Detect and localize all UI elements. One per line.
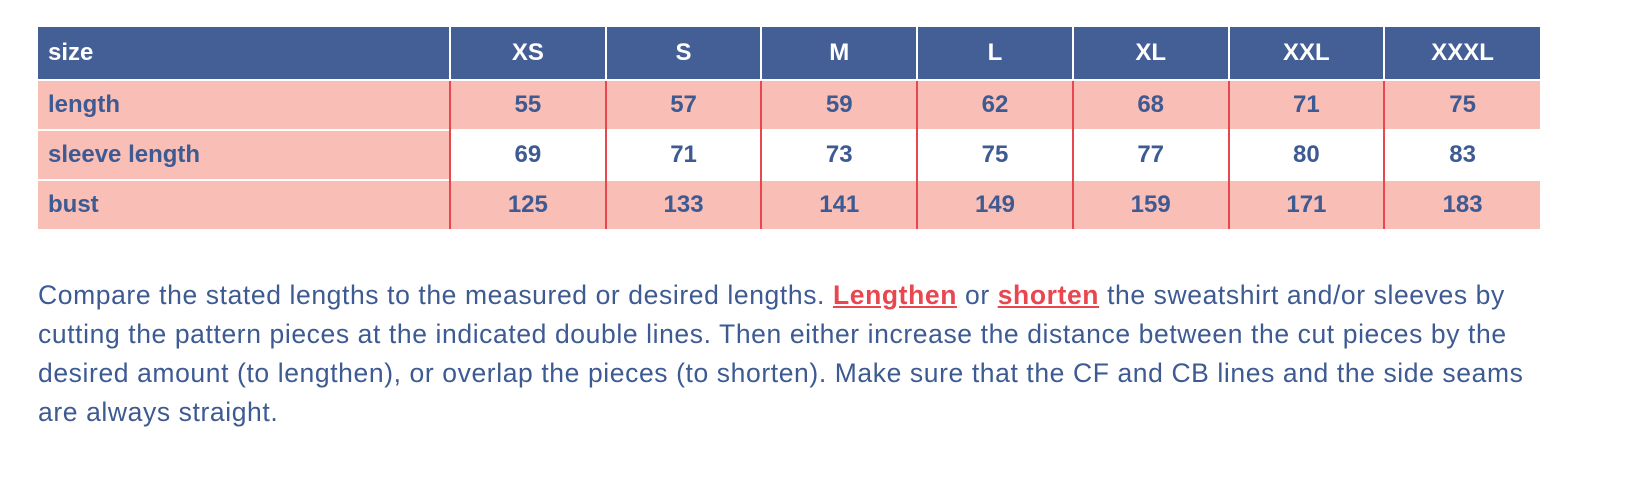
value-cell: 77 <box>1071 129 1229 180</box>
value-cell: 55 <box>449 79 606 130</box>
row-label: sleeve length <box>38 129 450 180</box>
value-cell: 83 <box>1383 129 1540 180</box>
table-row: length 55 57 59 62 68 71 75 <box>38 79 1540 130</box>
value-cell: 59 <box>760 79 918 130</box>
header-row: size XS S M L XL XXL XXXL <box>38 27 1540 80</box>
value-cell: 183 <box>1383 179 1540 229</box>
header-cell: XL <box>1072 27 1230 80</box>
table-row: sleeve length 69 71 73 75 77 80 83 <box>38 129 1540 180</box>
row-label: length <box>38 79 450 130</box>
header-cell: XXXL <box>1384 27 1540 80</box>
value-cell: 171 <box>1227 179 1385 229</box>
row-label: bust <box>38 179 450 229</box>
value-cell: 57 <box>604 79 762 130</box>
text: or <box>957 280 998 310</box>
value-cell: 75 <box>1383 79 1540 130</box>
value-cell: 125 <box>449 179 606 229</box>
header-cell: M <box>761 27 919 80</box>
table-row: bust 125 133 141 149 159 171 183 <box>38 179 1540 229</box>
header-cell: L <box>917 27 1074 80</box>
value-cell: 68 <box>1071 79 1229 130</box>
table-body: length 55 57 59 62 68 71 75 sleeve length 69 71 73 7… <box>38 79 1540 229</box>
value-cell: 69 <box>449 129 606 180</box>
header-cell: size <box>38 27 451 80</box>
value-cell: 149 <box>916 179 1073 229</box>
text: the sweatshirt and/or sleeves by cutting… <box>38 280 1524 427</box>
value-cell: 73 <box>760 129 918 180</box>
value-cell: 159 <box>1071 179 1229 229</box>
value-cell: 75 <box>916 129 1073 180</box>
value-cell: 80 <box>1227 129 1385 180</box>
link[interactable]: Lengthen <box>832 280 958 310</box>
instructions: Compare the stated lengths to the measur… <box>38 276 1543 432</box>
text: Compare the stated lengths to the measur… <box>38 280 833 310</box>
header-cell: XXL <box>1228 27 1386 80</box>
header-cell: XS <box>450 27 607 80</box>
value-cell: 71 <box>604 129 762 180</box>
link[interactable]: shorten <box>997 280 1100 310</box>
size-table: size XS S M L XL XXL XXXL length 55 57 59 62 68 71 75 s… <box>38 27 1540 229</box>
value-cell: 62 <box>916 79 1073 130</box>
value-cell: 133 <box>604 179 762 229</box>
header-cell: S <box>605 27 763 80</box>
value-cell: 71 <box>1227 79 1385 130</box>
value-cell: 141 <box>760 179 918 229</box>
